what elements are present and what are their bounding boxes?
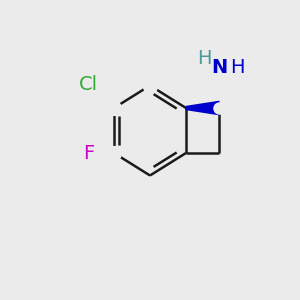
Text: F: F <box>83 144 94 163</box>
Polygon shape <box>186 101 219 115</box>
Text: Cl: Cl <box>79 75 98 94</box>
Text: N: N <box>211 58 227 77</box>
Text: H: H <box>230 58 244 77</box>
Text: H: H <box>197 49 212 68</box>
